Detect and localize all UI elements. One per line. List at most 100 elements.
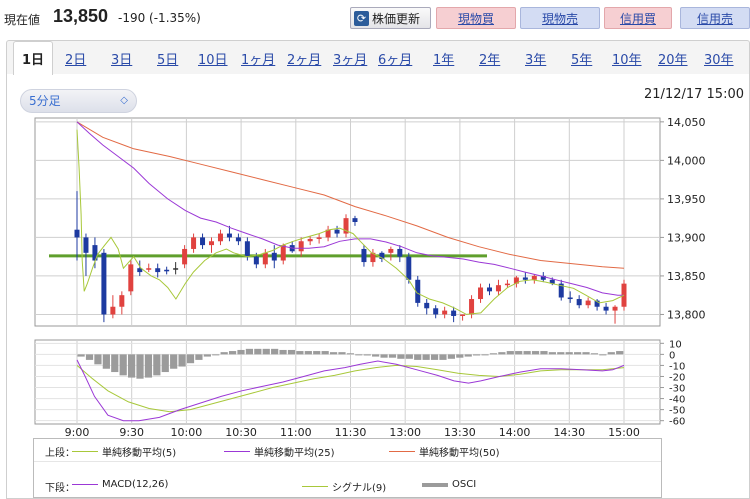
candle-body <box>540 275 546 280</box>
tab-10-years[interactable]: 10年 <box>612 53 642 68</box>
legend-lower-row: 下段： MACD(12,26) シグナル(9) OSCI <box>34 477 661 494</box>
candle-body <box>307 238 313 242</box>
candle-body <box>92 245 98 261</box>
legend-signal-label: シグナル(9) <box>332 483 387 494</box>
osci-bar <box>186 354 195 364</box>
osci-bar <box>565 352 573 355</box>
candle-body <box>244 241 250 257</box>
candle-body <box>209 241 215 246</box>
tab-10-days[interactable]: 10日 <box>198 53 228 68</box>
osci-bar <box>346 353 355 355</box>
osci-bar <box>161 354 169 373</box>
y-tick-label: 13,800 <box>667 308 706 321</box>
chart-legend: 上段： 単純移動平均(5) 単純移動平均(25) 単純移動平均(50) 下段： … <box>33 438 662 498</box>
candle-body <box>531 275 537 280</box>
candle-body <box>146 268 152 270</box>
header-bar: 現在値 13,850 -190 (-1.35%) ⟳ 株価更新 現物買 現物売 … <box>0 0 750 36</box>
tab-3-years[interactable]: 3年 <box>525 53 547 68</box>
osci-bar <box>405 354 413 359</box>
osci-swatch <box>422 482 448 487</box>
tab-1-month[interactable]: 1ヶ月 <box>241 53 276 68</box>
legend-osci: OSCI <box>422 479 476 490</box>
interval-select[interactable]: 5分足 ◇ <box>20 89 137 113</box>
refresh-price-button[interactable]: ⟳ 株価更新 <box>350 7 431 29</box>
candle-body <box>361 248 367 263</box>
osci-bar <box>178 354 186 367</box>
tab-1-day[interactable]: 1日 <box>13 41 53 75</box>
candle-body <box>460 314 466 316</box>
candle-body <box>451 310 457 316</box>
candle-body <box>200 237 206 246</box>
osci-bar <box>540 351 548 355</box>
macd-tick-label: -60 <box>669 417 685 428</box>
candle-body <box>585 300 591 306</box>
candle-body <box>370 252 376 263</box>
candle-body <box>119 295 125 307</box>
indicator-lines <box>76 121 625 422</box>
candle-body <box>522 277 528 280</box>
tab-5-days[interactable]: 5日 <box>157 53 179 68</box>
tab-30-years[interactable]: 30年 <box>704 53 734 68</box>
ma25-swatch <box>224 451 250 452</box>
candle-body <box>74 229 80 238</box>
candle-body <box>594 300 600 307</box>
legend-ma5: 単純移動平均(5) <box>72 444 176 459</box>
candle-body <box>603 306 609 311</box>
candle-body <box>217 233 223 242</box>
tab-3-days[interactable]: 3日 <box>111 53 133 68</box>
macd-tick-label: -20 <box>669 372 685 383</box>
margin-sell-button[interactable]: 信用売 <box>680 7 750 29</box>
tab-2-years[interactable]: 2年 <box>479 53 501 68</box>
candle-body <box>478 287 484 300</box>
candle-body <box>442 310 448 315</box>
legend-ma5-label: 単純移動平均(5) <box>102 448 177 459</box>
legend-upper-row: 上段： 単純移動平均(5) 単純移動平均(25) 単純移動平均(50) <box>34 442 661 462</box>
osci-bar <box>321 351 329 355</box>
cash-buy-button[interactable]: 現物買 <box>436 7 516 29</box>
tab-1-year[interactable]: 1年 <box>433 53 455 68</box>
osci-bar <box>397 354 405 359</box>
legend-osci-label: OSCI <box>452 479 477 490</box>
candle-body <box>388 248 394 253</box>
legend-ma25: 単純移動平均(25) <box>224 444 335 459</box>
ma50-swatch <box>389 451 415 452</box>
candle-body <box>83 237 89 253</box>
osci-bar <box>380 354 388 358</box>
cash-sell-button[interactable]: 現物売 <box>520 7 600 29</box>
osci-bar <box>607 352 615 355</box>
margin-buy-button[interactable]: 信用買 <box>604 7 672 29</box>
candle-body <box>469 299 475 315</box>
osci-bar <box>498 352 506 355</box>
osci-bar <box>574 352 582 355</box>
candle-body <box>424 302 430 309</box>
osci-bar <box>506 351 514 355</box>
candle-body <box>379 252 385 259</box>
osci-bar <box>254 348 262 355</box>
macd-tick-label: -30 <box>669 384 685 395</box>
osci-bar <box>489 353 498 355</box>
tab-6-months[interactable]: 6ヶ月 <box>378 53 413 68</box>
candle-body <box>182 248 188 265</box>
ma5-swatch <box>72 451 98 452</box>
x-tick-label: 11:30 <box>335 426 367 439</box>
tab-3-months[interactable]: 3ヶ月 <box>333 53 368 68</box>
osci-bar <box>203 354 211 357</box>
tab-20-years[interactable]: 20年 <box>658 53 688 68</box>
macd-tick-label: -40 <box>669 395 685 406</box>
osci-bar <box>144 354 153 378</box>
osci-bar <box>136 354 144 379</box>
price-change: -190 (-1.35%) <box>118 11 201 25</box>
tab-5-years[interactable]: 5年 <box>571 53 593 68</box>
tab-2-months[interactable]: 2ヶ月 <box>287 53 322 68</box>
osci-bars <box>77 348 624 379</box>
tab-2-days[interactable]: 2日 <box>65 53 87 68</box>
y-tick-label: 13,850 <box>667 270 706 283</box>
refresh-price-label: 株価更新 <box>372 11 421 26</box>
ma50-line <box>76 121 625 269</box>
legend-upper-tag: 上段： <box>45 448 75 459</box>
osci-bar <box>313 351 321 355</box>
candle-body <box>504 283 510 286</box>
legend-macd-label: MACD(12,26) <box>102 479 169 490</box>
candle-body <box>415 279 421 303</box>
osci-bar <box>119 354 127 376</box>
